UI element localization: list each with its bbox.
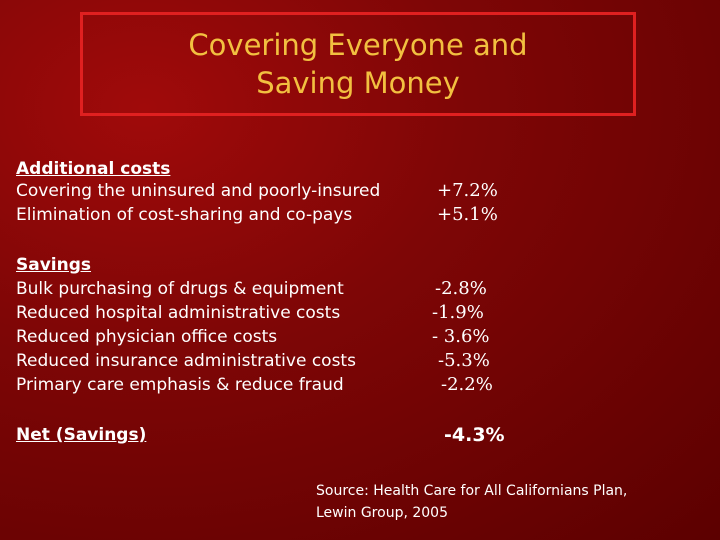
saving-label-physician: Reduced physician office costs bbox=[16, 327, 278, 347]
source-line-1: Source: Health Care for All Californians… bbox=[316, 483, 628, 499]
title-box: Covering Everyone and Saving Money bbox=[80, 12, 636, 116]
net-savings-label: Net (Savings) bbox=[16, 425, 147, 445]
saving-value-physician: - 3.6% bbox=[432, 326, 490, 347]
net-savings-value: -4.3% bbox=[444, 424, 505, 446]
saving-label-primary-care: Primary care emphasis & reduce fraud bbox=[16, 375, 344, 395]
saving-label-bulk: Bulk purchasing of drugs & equipment bbox=[16, 279, 344, 299]
cost-label-cost-sharing: Elimination of cost-sharing and co-pays bbox=[16, 205, 353, 225]
slide-title: Covering Everyone and Saving Money bbox=[188, 26, 527, 102]
cost-value-uninsured: +7.2% bbox=[437, 180, 498, 201]
saving-value-primary-care: -2.2% bbox=[441, 374, 493, 395]
source-citation: Source: Health Care for All Californians… bbox=[316, 480, 627, 524]
cost-label-uninsured: Covering the uninsured and poorly-insure… bbox=[16, 181, 381, 201]
additional-costs-heading: Additional costs bbox=[16, 159, 171, 179]
saving-label-hospital: Reduced hospital administrative costs bbox=[16, 303, 341, 323]
savings-heading: Savings bbox=[16, 255, 92, 275]
title-line-1: Covering Everyone and bbox=[188, 28, 528, 62]
saving-value-bulk: -2.8% bbox=[435, 278, 487, 299]
saving-value-hospital: -1.9% bbox=[432, 302, 484, 323]
cost-value-cost-sharing: +5.1% bbox=[437, 204, 498, 225]
saving-label-insurance: Reduced insurance administrative costs bbox=[16, 351, 356, 371]
source-line-2: Lewin Group, 2005 bbox=[316, 505, 448, 521]
title-line-2: Saving Money bbox=[256, 66, 460, 100]
saving-value-insurance: -5.3% bbox=[438, 350, 490, 371]
